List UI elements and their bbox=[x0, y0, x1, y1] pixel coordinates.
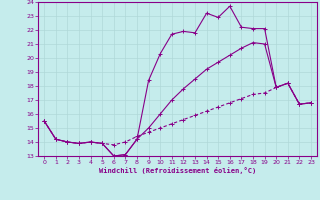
X-axis label: Windchill (Refroidissement éolien,°C): Windchill (Refroidissement éolien,°C) bbox=[99, 167, 256, 174]
